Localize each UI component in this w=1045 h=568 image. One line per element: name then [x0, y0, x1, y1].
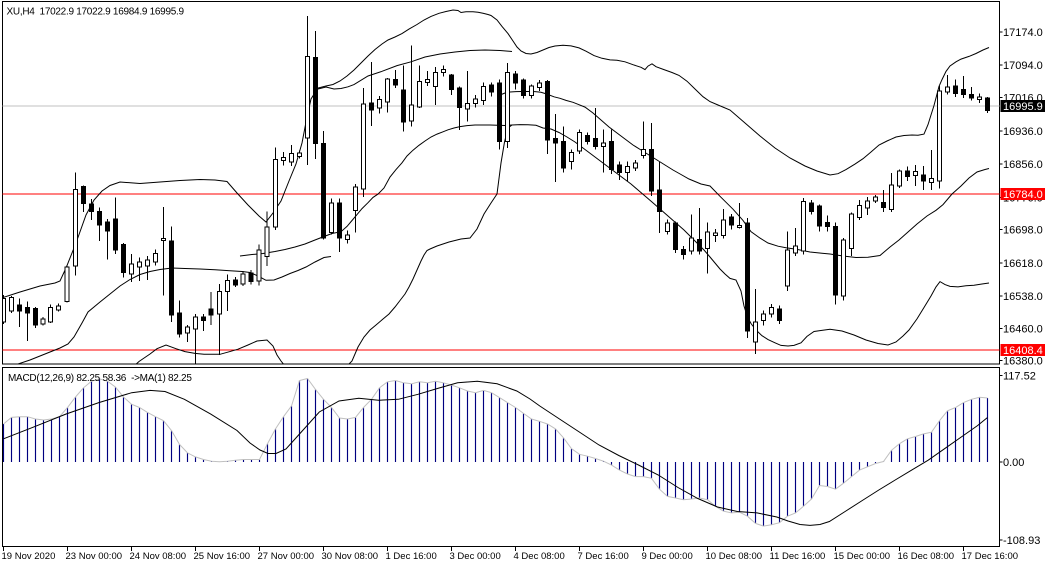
svg-text:23 Nov 00:00: 23 Nov 00:00	[66, 551, 123, 562]
svg-text:24 Nov 08:00: 24 Nov 08:00	[130, 551, 187, 562]
svg-text:16408.4: 16408.4	[1003, 345, 1043, 357]
svg-text:117.52: 117.52	[1003, 371, 1036, 383]
svg-text:10 Dec 08:00: 10 Dec 08:00	[706, 551, 763, 562]
svg-text:19 Nov 2020: 19 Nov 2020	[2, 551, 56, 562]
svg-text:16618.0: 16618.0	[1003, 258, 1043, 270]
svg-text:16380.0: 16380.0	[1003, 356, 1043, 368]
svg-text:16856.0: 16856.0	[1003, 159, 1043, 171]
svg-text:17094.0: 17094.0	[1003, 60, 1043, 72]
svg-text:25 Nov 16:00: 25 Nov 16:00	[194, 551, 251, 562]
svg-text:7 Dec 16:00: 7 Dec 16:00	[578, 551, 629, 562]
svg-text:0.00: 0.00	[1003, 457, 1024, 469]
svg-text:16995.9: 16995.9	[1003, 101, 1043, 113]
svg-text:16936.0: 16936.0	[1003, 126, 1043, 138]
svg-text:27 Nov 00:00: 27 Nov 00:00	[258, 551, 315, 562]
svg-text:17 Dec 16:00: 17 Dec 16:00	[962, 551, 1019, 562]
svg-text:30 Nov 08:00: 30 Nov 08:00	[322, 551, 379, 562]
svg-text:MACD(12,26,9) 82.25 58.36 ->M: MACD(12,26,9) 82.25 58.36 ->MA(1) 82.25	[8, 373, 192, 384]
svg-text:1 Dec 16:00: 1 Dec 16:00	[386, 551, 437, 562]
svg-text:4 Dec 08:00: 4 Dec 08:00	[514, 551, 565, 562]
svg-text:16460.0: 16460.0	[1003, 324, 1043, 336]
svg-text:3 Dec 00:00: 3 Dec 00:00	[450, 551, 501, 562]
svg-text:XU,H4 17022.9 17022.9 16984.9: XU,H4 17022.9 17022.9 16984.9 16995.9	[7, 7, 185, 18]
svg-text:17174.0: 17174.0	[1003, 27, 1043, 39]
svg-text:16 Dec 08:00: 16 Dec 08:00	[898, 551, 955, 562]
svg-text:9 Dec 00:00: 9 Dec 00:00	[642, 551, 693, 562]
svg-text:16698.0: 16698.0	[1003, 225, 1043, 237]
svg-text:16784.0: 16784.0	[1003, 189, 1043, 201]
svg-text:-108.93: -108.93	[1003, 535, 1040, 547]
svg-text:16538.0: 16538.0	[1003, 291, 1043, 303]
svg-text:11 Dec 16:00: 11 Dec 16:00	[770, 551, 826, 562]
svg-text:15 Dec 00:00: 15 Dec 00:00	[834, 551, 891, 562]
